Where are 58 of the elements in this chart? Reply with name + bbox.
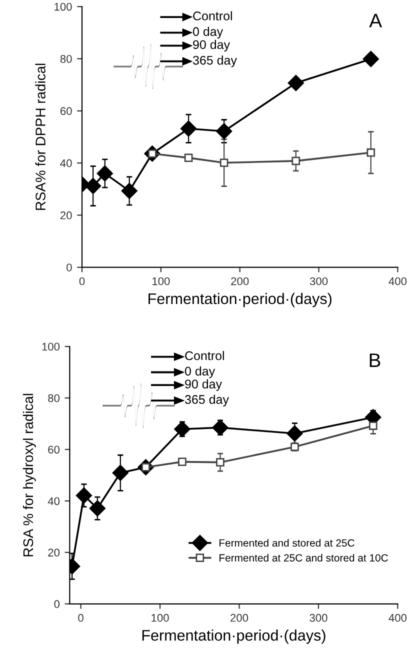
x-tick-label: 0 xyxy=(78,614,84,622)
point xyxy=(212,420,228,436)
point xyxy=(184,154,193,162)
annotation: 0 day xyxy=(192,26,224,38)
point xyxy=(288,74,304,92)
x-tick-label: 0 xyxy=(79,277,85,286)
y-tick-label: 100 xyxy=(42,342,60,351)
point xyxy=(89,500,106,516)
x-tick-label: 300 xyxy=(310,614,328,622)
y-tick-label: 0 xyxy=(66,264,72,272)
y-tick-label: 60 xyxy=(48,446,60,454)
point xyxy=(180,120,197,137)
y-tick-label: 20 xyxy=(60,211,72,220)
x-axis-title: Fermentation·period·(days) xyxy=(148,292,332,308)
y-tick-label: 0 xyxy=(54,600,60,608)
x-tick-label: 400 xyxy=(388,614,407,622)
y-tick-label: 40 xyxy=(48,497,60,506)
annotation: A xyxy=(369,14,382,28)
point xyxy=(362,50,379,68)
point xyxy=(216,123,232,140)
point xyxy=(76,487,92,504)
x-tick-label: 200 xyxy=(230,614,248,622)
annotation: Control xyxy=(193,11,232,20)
y-tick-label: 80 xyxy=(60,55,72,63)
point xyxy=(112,464,128,481)
x-axis-title: Fermentation·period·(days) xyxy=(142,630,326,644)
point xyxy=(220,158,228,167)
x-tick-label: 300 xyxy=(310,277,328,286)
point xyxy=(366,148,376,157)
annotation: B xyxy=(370,354,380,367)
y-axis-title: RSA % for hydroxyl radical xyxy=(22,394,36,556)
x-tick-label: 200 xyxy=(231,277,249,286)
y-tick-label: 40 xyxy=(60,159,72,168)
point xyxy=(216,458,224,466)
x-tick-label: 100 xyxy=(152,277,170,286)
y-tick-label: 20 xyxy=(48,548,60,557)
legend-label: Fermented at 25C and stored at 10C xyxy=(220,554,388,562)
point xyxy=(286,425,303,442)
legend-label: Fermented and stored at 25C xyxy=(220,539,354,547)
y-tick-label: 100 xyxy=(54,2,72,11)
point xyxy=(368,422,378,430)
point xyxy=(178,458,186,466)
y-axis-title: RSA% for DPPH radical xyxy=(35,64,46,210)
annotation: 365 day xyxy=(184,394,229,406)
annotation: 365 day xyxy=(192,56,237,68)
point xyxy=(96,165,113,182)
annotation: 90 day xyxy=(185,379,222,391)
point xyxy=(292,156,300,166)
point xyxy=(84,178,102,194)
annotation: 90 day xyxy=(193,40,230,52)
annotation: 0 day xyxy=(184,366,216,378)
annotation: Control xyxy=(185,350,224,360)
y-tick-label: 80 xyxy=(48,394,60,402)
point xyxy=(121,182,138,199)
x-tick-label: 100 xyxy=(152,614,169,622)
point xyxy=(174,421,190,438)
x-tick-label: 400 xyxy=(388,277,407,286)
y-tick-label: 60 xyxy=(60,107,72,116)
